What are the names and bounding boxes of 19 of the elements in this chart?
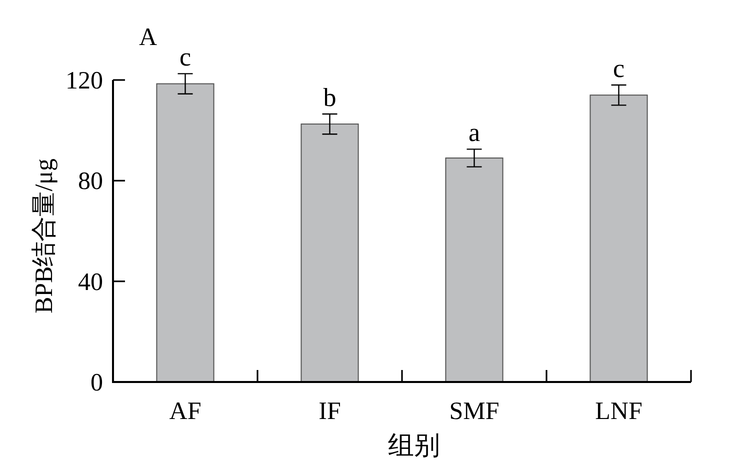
bar [445, 158, 504, 382]
x-tick-label: LNF [595, 398, 642, 425]
bar [590, 94, 648, 382]
annotation: a [468, 118, 480, 148]
x-tick-label: AF [169, 398, 202, 425]
x-tick-label: IF [318, 398, 341, 425]
y-tick-label: 40 [78, 268, 103, 296]
bar [300, 124, 359, 382]
chart-title: A [139, 24, 158, 51]
bar [156, 83, 214, 382]
y-tick-label: 120 [66, 68, 103, 94]
y-tick-label: 0 [90, 370, 103, 396]
annotation: c [179, 42, 192, 72]
x-axis-title: 组别 [388, 431, 440, 460]
annotation: c [612, 54, 625, 84]
x-tick-label: SMF [449, 398, 500, 425]
annotation: b [323, 82, 336, 112]
y-axis-title: BPB结合量/μg [31, 158, 58, 314]
y-tick-label: 80 [78, 168, 103, 196]
